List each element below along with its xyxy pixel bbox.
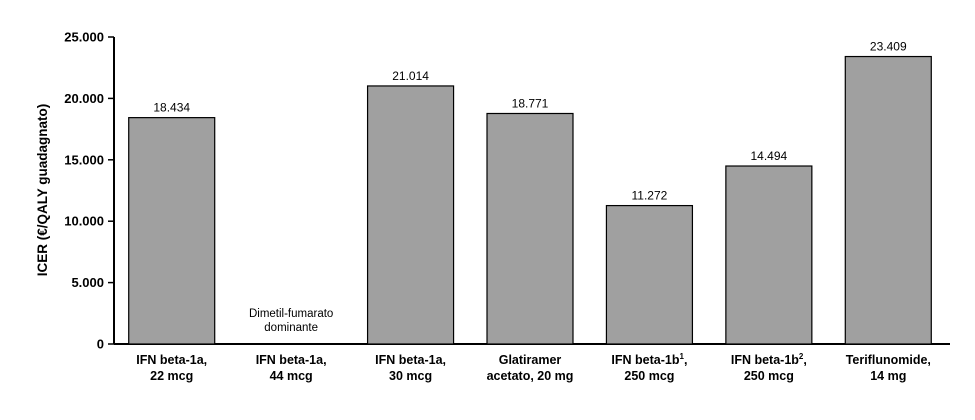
bar-value-label: 18.434 bbox=[153, 101, 190, 115]
bar-value-label: 21.014 bbox=[392, 69, 429, 83]
x-tick-superscript: 1 bbox=[679, 352, 684, 361]
x-tick-label: Teriflunomide, bbox=[846, 353, 931, 367]
x-tick-label: IFN beta-1b2, bbox=[731, 352, 807, 367]
y-tick-label: 15.000 bbox=[64, 152, 104, 167]
bar bbox=[605, 204, 694, 345]
annotation-text: Dimetil-fumarato bbox=[249, 308, 333, 320]
x-tick-label: IFN beta-1b1, bbox=[611, 352, 687, 367]
x-tick-label: 14 mg bbox=[870, 369, 906, 383]
y-tick-label: 25.000 bbox=[64, 30, 104, 45]
bar bbox=[366, 85, 455, 345]
y-tick-label: 5.000 bbox=[71, 275, 104, 290]
y-tick-label: 0 bbox=[97, 337, 104, 352]
x-tick-label: IFN beta-1a, bbox=[256, 353, 327, 367]
y-axis: 0 5.000 10.000 15.000 20.000 25.000 bbox=[64, 30, 950, 352]
bar-value-label: 18.771 bbox=[512, 96, 549, 110]
bar bbox=[725, 165, 813, 345]
x-tick-superscript: 2 bbox=[799, 352, 804, 361]
bar bbox=[486, 112, 574, 345]
bar-value-label: 14.494 bbox=[751, 149, 788, 163]
x-tick-label: IFN beta-1a, bbox=[375, 353, 446, 367]
x-tick-label: Glatiramer bbox=[499, 353, 562, 367]
bar-value-label: 23.409 bbox=[870, 40, 907, 54]
category-labels: IFN beta-1a, 22 mcg IFN beta-1a, 44 mcg IFN … bbox=[136, 352, 931, 383]
x-tick-label: 30 mcg bbox=[389, 369, 432, 383]
x-tick-label: acetato, 20 mg bbox=[487, 369, 574, 383]
x-tick-label: 250 mcg bbox=[744, 369, 794, 383]
bar bbox=[128, 117, 216, 345]
bar bbox=[844, 55, 932, 345]
y-tick-label: 10.000 bbox=[64, 214, 104, 229]
y-tick-label: 20.000 bbox=[64, 91, 104, 106]
x-tick-label: 250 mcg bbox=[624, 369, 674, 383]
y-axis-title: ICER (€/QALY guadagnato) bbox=[35, 104, 50, 277]
x-tick-label: 22 mcg bbox=[150, 369, 193, 383]
x-tick-label: 44 mcg bbox=[270, 369, 313, 383]
annotation-text: dominante bbox=[264, 322, 318, 334]
bars bbox=[128, 55, 932, 345]
value-labels: 18.434 21.014 18.771 11.272 14.494 23.409 Dime… bbox=[153, 40, 907, 334]
x-tick-label: IFN beta-1a, bbox=[136, 353, 207, 367]
bar-value-label: 11.272 bbox=[632, 189, 668, 203]
